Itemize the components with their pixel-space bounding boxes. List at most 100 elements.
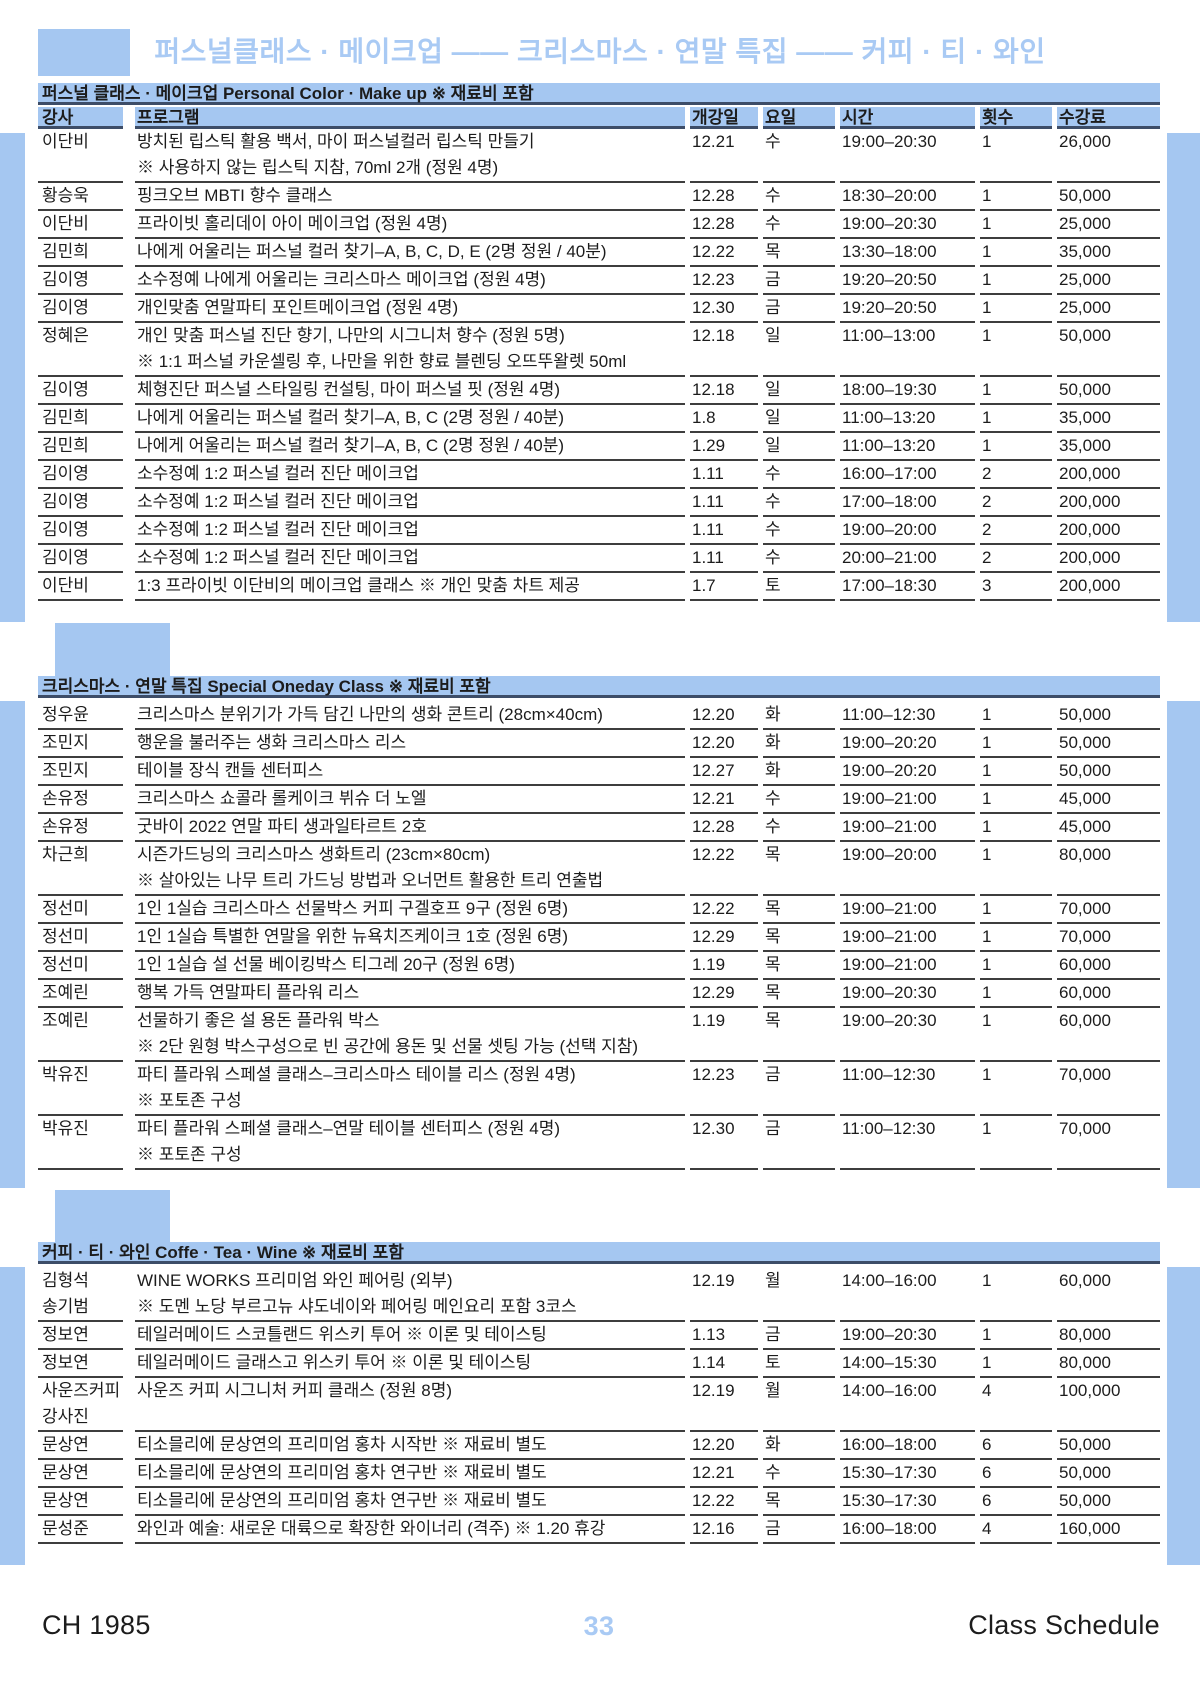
session-count-cell-text: 1	[982, 1119, 992, 1138]
session-count-cell: 1	[980, 1062, 1052, 1116]
start-date-cell-text: 1.19	[692, 1011, 726, 1030]
instructor-cell: 김이영	[38, 517, 123, 545]
empty-line	[1059, 155, 1160, 181]
program-cell-text: 소수정예 1:2 퍼스널 컬러 진단 메이크업	[137, 520, 419, 539]
section-personal-class-makeup: 퍼스널 클래스 · 메이크업 Personal Color · Make up …	[38, 83, 1160, 601]
session-count-cell-text: 1	[982, 927, 992, 946]
instructor-cell: 정우윤	[38, 702, 123, 730]
program-cell-text: 소수정예 1:2 퍼스널 컬러 진단 메이크업	[137, 548, 419, 567]
fee-cell: 70,000	[1057, 1062, 1160, 1116]
program-cell: 테일러메이드 스코틀랜드 위스키 투어 ※ 이론 및 테이스팅	[135, 1322, 685, 1350]
time-cell: 19:20–20:50	[840, 295, 975, 323]
instructor-cell: 김이영	[38, 377, 123, 405]
start-date-cell: 12.30	[690, 1116, 758, 1170]
instructor-cell-text: 박유진	[42, 1119, 89, 1138]
time-cell-text: 11:00–12:30	[842, 1065, 936, 1084]
instructor-cell: 김이영	[38, 489, 123, 517]
start-date-cell-text: 12.23	[692, 270, 735, 289]
start-date-cell-text: 12.30	[692, 1119, 735, 1138]
fee-cell-text: 200,000	[1059, 576, 1121, 595]
session-count-cell-text: 6	[982, 1463, 992, 1482]
program-cell-text: 티소믈리에 문상연의 프리미엄 홍차 시작반 ※ 재료비 별도	[137, 1435, 547, 1454]
program-cell-text: 굿바이 2022 연말 파티 생과일타르트 2호	[137, 817, 427, 836]
day-cell-text: 금	[765, 1325, 781, 1344]
fee-cell: 50,000	[1057, 730, 1160, 758]
table-rows: 정우윤 크리스마스 분위기가 가득 담긴 나만의 생화 콘트리 (28cm×40c…	[38, 702, 1160, 1170]
day-cell-text: 일	[765, 326, 781, 345]
session-count-cell: 4	[980, 1516, 1052, 1544]
empty-line	[42, 1142, 123, 1168]
table-row: 정보연 테일러메이드 글래스고 위스키 투어 ※ 이론 및 테이스팅 1.14 토 14…	[38, 1350, 1160, 1378]
section-title: 크리스마스 · 연말 특집 Special Oneday Class ※ 재료비…	[38, 676, 1160, 698]
column-gap	[123, 323, 135, 377]
fee-cell-text: 35,000	[1059, 408, 1111, 427]
empty-line	[765, 1142, 835, 1168]
session-count-cell: 6	[980, 1432, 1052, 1460]
program-cell: 사운즈 커피 시그니처 커피 클래스 (정원 8명)	[135, 1378, 685, 1432]
session-count-cell: 1	[980, 896, 1052, 924]
instructor-cell: 박유진	[38, 1116, 123, 1170]
start-date-cell-text: 12.28	[692, 817, 735, 836]
instructor-cell: 정선미	[38, 896, 123, 924]
side-strip-right-1	[1167, 133, 1200, 622]
fee-cell: 45,000	[1057, 814, 1160, 842]
column-gap	[123, 952, 135, 980]
fee-cell-text: 50,000	[1059, 733, 1111, 752]
day-cell-text: 수	[765, 492, 781, 511]
start-date-cell-text: 12.16	[692, 1519, 735, 1538]
section-title: 커피 · 티 · 와인 Coffe · Tea · Wine ※ 재료비 포함	[38, 1242, 1160, 1264]
instructor-cell-text: 문성준	[42, 1519, 89, 1538]
time-cell-text: 14:00–16:00	[842, 1271, 937, 1290]
empty-line	[982, 1404, 1052, 1430]
section-coffee-tea-wine: 커피 · 티 · 와인 Coffe · Tea · Wine ※ 재료비 포함 김…	[38, 1242, 1160, 1544]
table-row: 김이영 소수정예 1:2 퍼스널 컬러 진단 메이크업 1.11 수 20:00–21:…	[38, 545, 1160, 573]
program-cell-text: 파티 플라워 스페셜 클래스–크리스마스 테이블 리스 (정원 4명)	[137, 1065, 576, 1084]
program-cell-text: 크리스마스 분위기가 가득 담긴 나만의 생화 콘트리 (28cm×40cm)	[137, 705, 603, 724]
instructor-cell: 김이영	[38, 295, 123, 323]
fee-cell: 50,000	[1057, 758, 1160, 786]
session-count-cell: 2	[980, 461, 1052, 489]
time-cell: 16:00–18:00	[840, 1516, 975, 1544]
start-date-cell-text: 12.21	[692, 1463, 735, 1482]
program-cell: 1인 1실습 특별한 연말을 위한 뉴욕치즈케이크 1호 (정원 6명)	[135, 924, 685, 952]
session-count-cell-text: 2	[982, 492, 992, 511]
empty-line	[982, 349, 1052, 375]
start-date-cell: 12.22	[690, 239, 758, 267]
time-cell: 19:00–20:20	[840, 730, 975, 758]
start-date-cell: 1.19	[690, 952, 758, 980]
empty-line	[692, 1034, 758, 1060]
session-count-cell-text: 1	[982, 955, 992, 974]
start-date-cell: 12.29	[690, 924, 758, 952]
session-count-cell-text: 1	[982, 705, 992, 724]
day-cell: 목	[763, 980, 835, 1008]
program-cell-text: 나에게 어울리는 퍼스널 컬러 찾기–A, B, C, D, E (2명 정원 …	[137, 242, 607, 261]
start-date-cell: 12.23	[690, 267, 758, 295]
table-row: 이단비 방치된 립스틱 활용 백서, 마이 퍼스널컬러 립스틱 만들기 ※ 사용하지…	[38, 129, 1160, 183]
day-cell: 금	[763, 1322, 835, 1350]
session-count-cell: 1	[980, 211, 1052, 239]
instructor-cell: 정보연	[38, 1350, 123, 1378]
fee-cell: 50,000	[1057, 1432, 1160, 1460]
session-count-cell-text: 6	[982, 1491, 992, 1510]
day-cell: 목	[763, 924, 835, 952]
empty-line	[765, 349, 835, 375]
fee-cell-text: 70,000	[1059, 899, 1111, 918]
column-gap	[123, 980, 135, 1008]
program-cell: 1인 1실습 크리스마스 선물박스 커피 구겔호프 9구 (정원 6명)	[135, 896, 685, 924]
empty-line	[982, 1294, 1052, 1320]
start-date-cell-text: 12.28	[692, 186, 735, 205]
time-cell-text: 16:00–17:00	[842, 464, 937, 483]
table-row: 정선미 1인 1실습 크리스마스 선물박스 커피 구겔호프 9구 (정원 6명) 1…	[38, 896, 1160, 924]
instructor-cell-text: 정선미	[42, 899, 89, 918]
table-row: 문성준 와인과 예술: 새로운 대륙으로 확장한 와이너리 (격주) ※ 1.20…	[38, 1516, 1160, 1544]
program-note: ※ 2단 원형 박스구성으로 빈 공간에 용돈 및 선물 셋팅 가능 (선택 지…	[137, 1037, 639, 1056]
column-gap	[123, 517, 135, 545]
instructor-cell-text: 김민희	[42, 436, 89, 455]
time-cell: 19:00–21:00	[840, 814, 975, 842]
fee-cell: 50,000	[1057, 183, 1160, 211]
empty-line	[842, 1294, 975, 1320]
column-gap	[123, 1350, 135, 1378]
session-count-cell-text: 1	[982, 1353, 992, 1372]
instructor-cell: 박유진	[38, 1062, 123, 1116]
empty-line	[842, 1088, 975, 1114]
